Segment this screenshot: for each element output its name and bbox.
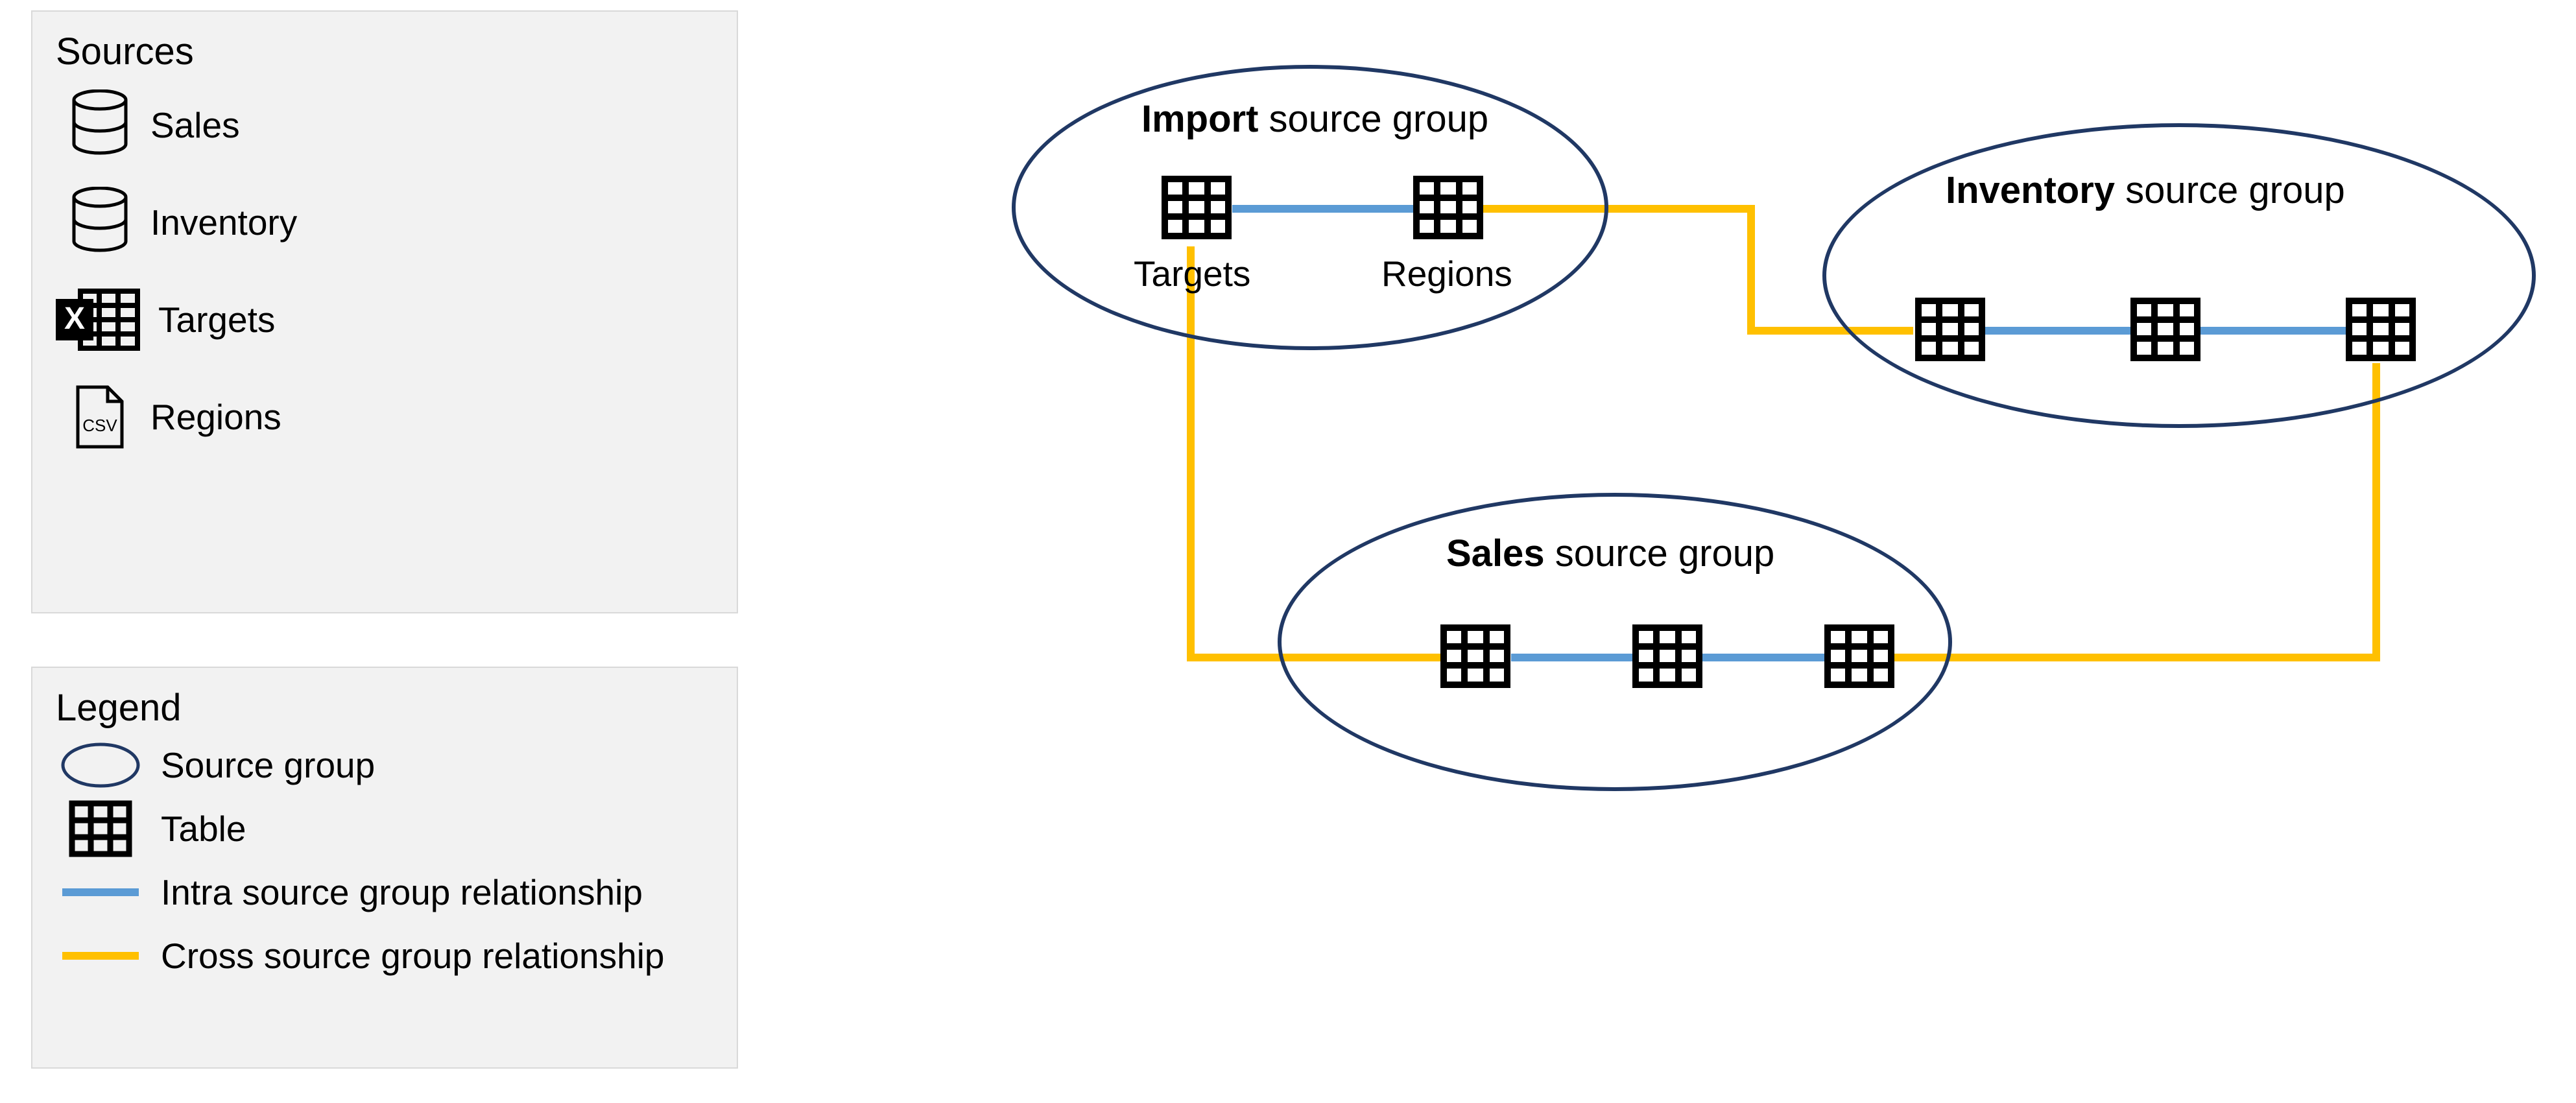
table-icon (1413, 175, 1484, 243)
csv-file-icon: CSV (67, 385, 132, 449)
table-icon (1824, 624, 1895, 692)
legend-title: Legend (56, 686, 737, 729)
table-icon (1440, 624, 1511, 692)
title-rest: source group (1258, 98, 1488, 140)
legend-label: Cross source group relationship (161, 935, 665, 977)
table-icon (2130, 297, 2201, 365)
legend-label: Table (161, 808, 246, 849)
inventory-group-title: Inventory source group (1946, 169, 2345, 212)
intra-line-inventory-1 (1985, 327, 2134, 335)
title-bold: Sales (1446, 532, 1545, 575)
sources-item-label: Sales (150, 104, 240, 146)
database-icon (67, 93, 132, 158)
sources-item-label: Inventory (150, 202, 297, 243)
legend-panel: Legend Source group Table Intra sou (31, 667, 738, 1069)
table-icon (1632, 624, 1703, 692)
legend-label: Intra source group relationship (161, 872, 643, 913)
sources-panel: Sources Sales Inventory (31, 10, 738, 613)
sources-row: X Targets (56, 287, 737, 352)
table-icon (1914, 297, 1986, 365)
table-caption-regions: Regions (1381, 253, 1512, 294)
intra-line-sales-2 (1699, 654, 1829, 661)
title-bold: Import (1141, 98, 1258, 140)
svg-text:X: X (64, 302, 85, 336)
intra-line-sales-1 (1511, 654, 1641, 661)
intra-line-import (1232, 205, 1414, 213)
table-icon (1161, 175, 1232, 243)
excel-icon: X (56, 287, 140, 352)
table-icon (58, 800, 143, 858)
title-rest: source group (2115, 169, 2345, 211)
title-bold: Inventory (1946, 169, 2115, 211)
sources-title: Sources (56, 30, 737, 73)
intra-line-inventory-2 (2199, 327, 2348, 335)
legend-row: Source group (58, 736, 737, 794)
table-icon (2345, 297, 2416, 365)
sources-row: Sales (67, 93, 737, 158)
legend-row: Cross source group relationship (58, 927, 737, 985)
table-caption-targets: Targets (1134, 253, 1250, 294)
sales-group-title: Sales source group (1446, 532, 1774, 575)
sources-item-label: Targets (158, 299, 275, 340)
sources-item-label: Regions (150, 396, 281, 438)
ellipse-icon (58, 736, 143, 794)
import-group-title: Import source group (1141, 97, 1488, 141)
svg-text:CSV: CSV (82, 416, 117, 435)
intra-line-icon (58, 863, 143, 921)
title-rest: source group (1545, 532, 1775, 575)
legend-row: Table (58, 800, 737, 858)
database-icon (67, 190, 132, 255)
sources-row: Inventory (67, 190, 737, 255)
legend-label: Source group (161, 744, 375, 786)
cross-line-icon (58, 927, 143, 985)
legend-row: Intra source group relationship (58, 863, 737, 921)
sources-row: CSV Regions (67, 385, 737, 449)
